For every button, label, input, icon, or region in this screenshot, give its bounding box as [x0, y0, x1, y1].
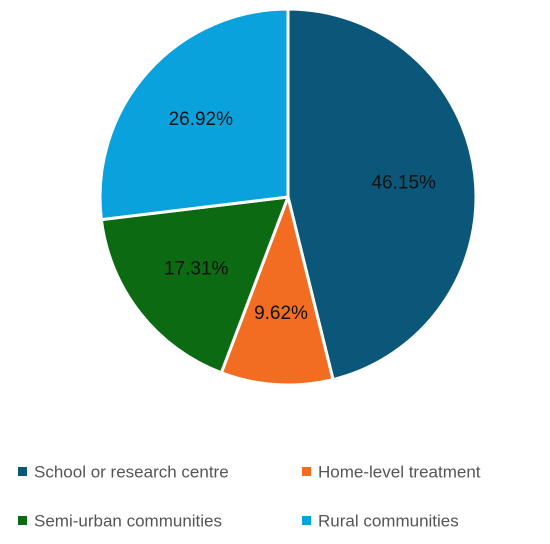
legend-marker-rural-communities — [302, 516, 311, 525]
pie-slices — [98, 7, 478, 387]
pie-slice-home-level-treatment — [219, 195, 335, 387]
data-label-school-or-research-centre: 46.15% — [371, 172, 436, 193]
legend-marker-home-level-treatment — [302, 467, 311, 476]
pie-slice-labels: 46.15% 9.62% 17.31% 26.92% — [164, 109, 436, 324]
legend-item-home-level-treatment: Home-level treatment — [302, 463, 481, 482]
legend-label-semi-urban-communities: Semi-urban communities — [34, 512, 222, 531]
legend-label-rural-communities: Rural communities — [318, 512, 459, 531]
pie-slice-semi-urban-communities — [99, 195, 290, 375]
legend-item-semi-urban-communities: Semi-urban communities — [18, 512, 222, 531]
legend-marker-school-or-research-centre — [18, 467, 27, 476]
legend-item-school-or-research-centre: School or research centre — [18, 463, 229, 482]
pie-slice-rural-communities — [98, 7, 290, 222]
legend-marker-semi-urban-communities — [18, 516, 27, 525]
data-label-rural-communities: 26.92% — [169, 109, 234, 130]
legend-label-home-level-treatment: Home-level treatment — [318, 463, 481, 482]
data-label-semi-urban-communities: 17.31% — [164, 258, 229, 279]
legend: School or research centre Home-level trea… — [18, 463, 481, 531]
data-label-home-level-treatment: 9.62% — [254, 303, 308, 324]
legend-item-rural-communities: Rural communities — [302, 512, 459, 531]
legend-label-school-or-research-centre: School or research centre — [34, 463, 229, 482]
pie-slice-school-or-research-centre — [286, 7, 478, 382]
